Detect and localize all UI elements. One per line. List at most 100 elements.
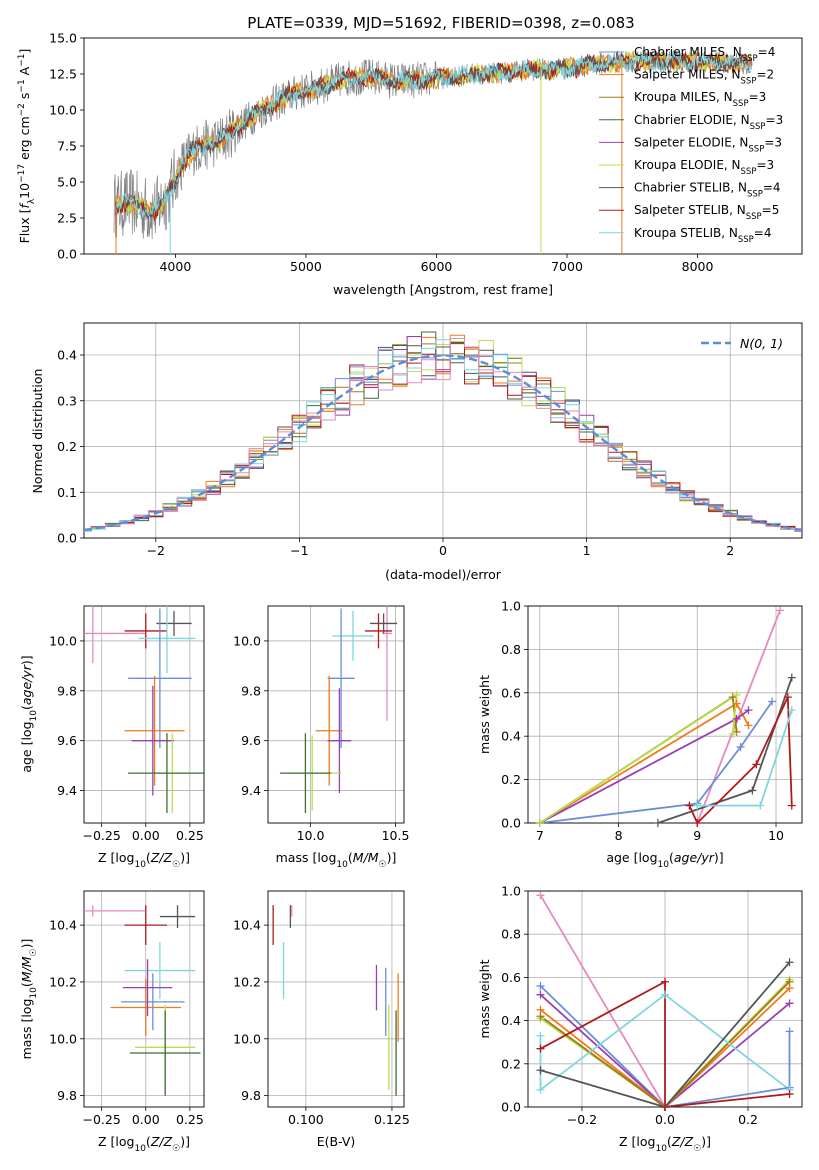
y-axis-label-part: Flux [ (17, 209, 32, 244)
weight-marker-chabrier_miles (736, 743, 745, 752)
y-tick-label: 0.4 (501, 1013, 521, 1028)
y-tick-label: 0.0 (501, 1100, 521, 1115)
weight-marker-salpeter_elodie (536, 990, 545, 999)
x-axis-label-part: ( (146, 850, 151, 865)
axes-frame (527, 605, 803, 824)
axes-frame (83, 605, 205, 824)
x-tick-label: 0.25 (176, 1112, 204, 1127)
weight-marker-kroupa_miles (536, 1012, 545, 1021)
y-axis-label-part: λ (27, 198, 37, 204)
y-axis-label-part: ] (17, 49, 32, 54)
x-axis-label-part: Z/Z (150, 1134, 173, 1149)
x-tick-label: 0.125 (374, 1112, 410, 1127)
x-axis-label-part: )] (714, 850, 724, 865)
x-axis-label-part: M/M (353, 850, 379, 865)
x-tick-label: 0 (439, 543, 447, 558)
legend-text-label: Chabrier ELODIE, N (634, 113, 750, 127)
legend-text-label: Chabrier MILES, N (634, 45, 742, 59)
weight-marker-kroupa_stelib (661, 990, 669, 999)
x-tick-label: 1 (583, 543, 591, 558)
axes-frame (83, 890, 205, 1108)
weight-marker-salpeter_elodie (785, 999, 794, 1008)
y-axis-label-part: 10 (17, 183, 32, 199)
y-axis-label-part: mass [log (19, 999, 34, 1060)
y-axis-label-part: ( (19, 982, 34, 987)
legend-text-sub: SSP (747, 190, 763, 200)
weight-marker-salpeter_miles (744, 721, 753, 730)
weight-marker-kroupa_elodie (728, 730, 737, 739)
y-tick-label: 9.6 (241, 733, 261, 748)
weight-line-salpeter_elodie (539, 994, 791, 1107)
x-axis-label-part: ( (669, 850, 674, 865)
legend-text-tail: =5 (762, 203, 780, 217)
x-axis-label-part: )] (180, 1134, 190, 1149)
x-tick-label: 8000 (682, 259, 714, 274)
legend-text-tail: =3 (764, 135, 782, 149)
y-axis-label-part: )] (19, 939, 34, 949)
legend-entry-chabrier_miles: Chabrier MILES, NSSP=4 (634, 45, 775, 64)
x-axis-label-part: mass [log (276, 850, 337, 865)
legend-text-label: Kroupa ELODIE, N (634, 158, 741, 172)
x-tick-label: 0.2 (738, 1112, 758, 1127)
weight-marker-kroupa_miles (785, 977, 794, 986)
x-tick-label: 10 (768, 828, 784, 843)
y-tick-label: 12.5 (49, 67, 77, 82)
legend-text-label: Kroupa STELIB, N (634, 226, 738, 240)
weight-marker-pink (536, 891, 545, 900)
y-tick-label: 10.4 (49, 918, 77, 933)
y-tick-label: 15.0 (49, 31, 77, 46)
x-axis-label-part: )] (701, 1134, 711, 1149)
legend-entry-kroupa_elodie: Kroupa ELODIE, NSSP=3 (634, 158, 774, 177)
plot-area (84, 905, 201, 1096)
x-axis-label-part: age/yr (674, 850, 715, 865)
x-axis-label-part: ☉ (693, 1144, 701, 1154)
x-tick-label: 8 (615, 828, 623, 843)
legend-text-label: Salpeter MILES, N (634, 68, 741, 82)
legend-text-sub: SSP (748, 144, 764, 154)
weight-marker-salpeter_stelib (685, 801, 694, 810)
x-axis-label-part: Z/Z (150, 850, 173, 865)
x-tick-label: −0.25 (82, 1112, 120, 1127)
y-tick-label: 2.5 (57, 211, 77, 226)
y-tick-label: 0.2 (501, 1056, 521, 1071)
y-tick-label: 10.0 (49, 633, 77, 648)
weight-marker-salpeter_stelib (752, 760, 761, 769)
weight-line-kroupa_stelib (697, 709, 793, 807)
y-tick-label: 7.5 (57, 139, 77, 154)
weight-line-salpeter_miles (539, 987, 791, 1107)
weight-line-chabrier_miles (539, 985, 791, 1107)
weight-line-chabrier_miles (539, 700, 773, 823)
x-tick-label: 9 (693, 828, 701, 843)
x-axis-label: (data-model)/error (385, 567, 502, 582)
x-axis-label-part: 10 (336, 860, 348, 870)
legend-entry-kroupa_miles: Kroupa MILES, NSSP=3 (634, 90, 766, 109)
y-axis-label: mass weight (477, 675, 492, 754)
x-axis-label-part: age [log (606, 850, 657, 865)
weight-marker-chabrier_stelib (748, 786, 757, 795)
model-line-kroupa_stelib (115, 51, 752, 218)
weight-vs-Z-panel: −0.2 0.0 0.2 0.0 0.2 0.4 0.6 0.8 1.0 Z [log10(Z/Z… (477, 884, 803, 1154)
x-axis-label: E(B-V) (317, 1134, 356, 1149)
legend-entry-kroupa_stelib: Kroupa STELIB, NSSP=4 (634, 226, 772, 245)
y-tick-label: 0.4 (57, 348, 77, 363)
legend-text-label: Kroupa MILES, N (634, 90, 733, 104)
x-tick-label: 7 (536, 828, 544, 843)
x-axis-label-part: 10 (658, 860, 670, 870)
weight-marker-chabrier_stelib (536, 1066, 545, 1075)
y-tick-label: 0.0 (501, 816, 521, 831)
plot-area (84, 331, 802, 532)
y-tick-label: 1.0 (501, 599, 521, 614)
axes-frame (267, 890, 405, 1108)
figure-title: PLATE=0339, MJD=51692, FIBERID=0398, z=0… (247, 14, 634, 32)
y-tick-label: 0.2 (57, 439, 77, 454)
x-axis-label-part: Z/Z (671, 1134, 694, 1149)
x-tick-label: 0.0 (655, 1112, 675, 1127)
y-tick-label: 0.4 (501, 729, 521, 744)
legend-text-sub: SSP (750, 122, 766, 132)
x-axis-label-part: ☉ (379, 860, 387, 870)
y-tick-label: 10.0 (49, 1031, 77, 1046)
legend-text-sub: SSP (733, 99, 749, 109)
y-tick-label: 10.0 (233, 1031, 261, 1046)
legend-entry-chabrier_elodie: Chabrier ELODIE, NSSP=3 (634, 113, 783, 132)
